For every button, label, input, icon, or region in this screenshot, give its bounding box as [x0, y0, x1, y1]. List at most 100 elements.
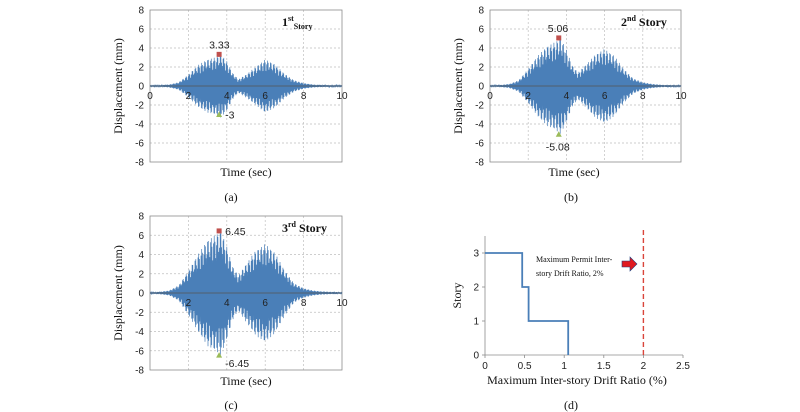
y-tick-label: -6 [475, 139, 484, 150]
x-axis-label: Time (sec) [220, 165, 271, 179]
x-axis-label: Time (sec) [220, 374, 271, 388]
y-tick-label: 0 [478, 82, 484, 93]
chart-title: 2nd Story [621, 14, 667, 29]
y-tick-label: -6 [135, 346, 144, 357]
chart-c: 2 4 6 8 10 -8 -6 -4 -2 0 2 4 6 8 6.45 -6.45 3rd Story Time… [111, 212, 348, 412]
x-tick-label: 0 [147, 91, 153, 102]
y-tick-label: 4 [138, 250, 144, 261]
y-tick-label: 2 [138, 269, 144, 280]
max-peak-label: 3.33 [209, 39, 230, 51]
x-tick-label: 6 [602, 91, 608, 102]
x-tick-label: 8 [301, 298, 307, 309]
x-tick-label: 4 [224, 91, 230, 102]
min-peak-marker [216, 352, 223, 358]
min-peak-marker [555, 131, 562, 137]
x-tick-label: 6 [262, 91, 268, 102]
x-tick-label: 4 [564, 91, 570, 102]
y-tick-label: -2 [135, 308, 144, 319]
title-subscript: Story [294, 22, 313, 31]
chart-title: 1stStory [282, 14, 312, 31]
caption: (b) [564, 190, 578, 204]
x-tick-label: 2.5 [676, 361, 690, 372]
x-axis-label: Maximum Inter-story Drift Ratio (%) [487, 373, 667, 387]
x-tick-label: 1 [561, 361, 567, 372]
y-tick-label: -8 [135, 366, 144, 377]
arrow-icon [621, 256, 638, 272]
y-tick-label: 8 [478, 6, 484, 17]
title-word: Story [639, 15, 667, 29]
limit-note-line: Maximum Permit Inter- [536, 255, 613, 264]
y-tick-label: -2 [475, 101, 484, 112]
series-displacement [149, 232, 343, 355]
y-tick-label: -6 [135, 139, 144, 150]
caption: (a) [224, 190, 237, 204]
x-tick-label: 1.5 [597, 361, 611, 372]
max-peak-marker [556, 35, 562, 41]
min-peak-label: -6.45 [225, 358, 249, 370]
title-word: Story [299, 221, 327, 235]
y-tick-label: 4 [138, 44, 144, 55]
y-tick-label: 0 [138, 82, 144, 93]
x-tick-label: 2 [186, 298, 192, 309]
y-axis-label: Displacement (mm) [111, 38, 125, 134]
y-tick-label: -8 [135, 158, 144, 169]
chart-d: 0 0.5 1 1.5 2 2.5 0 1 2 3 Maximum Permit Inter-sto… [450, 230, 690, 412]
y-tick-label: -4 [135, 327, 144, 338]
y-tick-label: 4 [478, 44, 484, 55]
y-axis-label: Displacement (mm) [111, 245, 125, 341]
y-tick-label: 2 [478, 63, 484, 74]
x-tick-label: 0 [482, 361, 488, 372]
max-peak-marker [216, 51, 222, 57]
y-axis-label: Story [450, 282, 464, 308]
title-superscript: st [288, 14, 294, 23]
title-number: 2 [621, 15, 627, 29]
y-tick-label: -8 [475, 158, 484, 169]
y-tick-label: 6 [138, 231, 144, 242]
x-tick-label: 0.5 [518, 361, 532, 372]
x-tick-label: 2 [641, 361, 647, 372]
title-superscript: rd [288, 220, 297, 229]
title-superscript: nd [627, 14, 636, 23]
y-tick-label: 8 [138, 212, 144, 223]
y-tick-label: -2 [135, 101, 144, 112]
max-peak-label: 5.06 [548, 23, 569, 35]
series-drift-profile [485, 252, 570, 355]
y-tick-label: 1 [473, 317, 479, 328]
x-tick-label: 2 [186, 91, 192, 102]
caption: (d) [564, 398, 578, 412]
y-tick-label: 8 [138, 6, 144, 17]
y-axis-label: Displacement (mm) [451, 38, 465, 134]
title-number: 3 [282, 221, 288, 235]
x-tick-label: 6 [262, 298, 268, 309]
y-tick-label: -4 [475, 120, 484, 131]
max-peak-marker [216, 228, 222, 234]
y-tick-label: 0 [138, 289, 144, 300]
y-tick-label: 2 [473, 283, 479, 294]
x-tick-label: 8 [301, 91, 307, 102]
series-displacement [489, 39, 682, 134]
caption: (c) [224, 398, 237, 412]
x-tick-label: 0 [487, 91, 493, 102]
limit-note-line: story Drift Ratio, 2% [536, 269, 604, 278]
x-tick-label: 10 [336, 298, 348, 309]
title-number: 1 [282, 15, 288, 29]
y-tick-label: 2 [138, 63, 144, 74]
chart-title: 3rd Story [282, 220, 327, 235]
min-peak-label: -3 [225, 110, 234, 122]
max-peak-label: 6.45 [225, 226, 246, 238]
min-peak-label: -5.08 [546, 141, 570, 153]
x-tick-label: 4 [224, 298, 230, 309]
y-tick-label: -4 [135, 120, 144, 131]
x-axis-label: Time (sec) [548, 165, 599, 179]
y-tick-label: 3 [473, 249, 479, 260]
x-tick-label: 2 [525, 91, 531, 102]
y-tick-label: 6 [478, 25, 484, 36]
x-tick-label: 10 [675, 91, 687, 102]
x-tick-label: 10 [336, 91, 348, 102]
y-tick-label: 6 [138, 25, 144, 36]
x-tick-label: 8 [640, 91, 646, 102]
y-tick-label: 0 [473, 351, 479, 362]
